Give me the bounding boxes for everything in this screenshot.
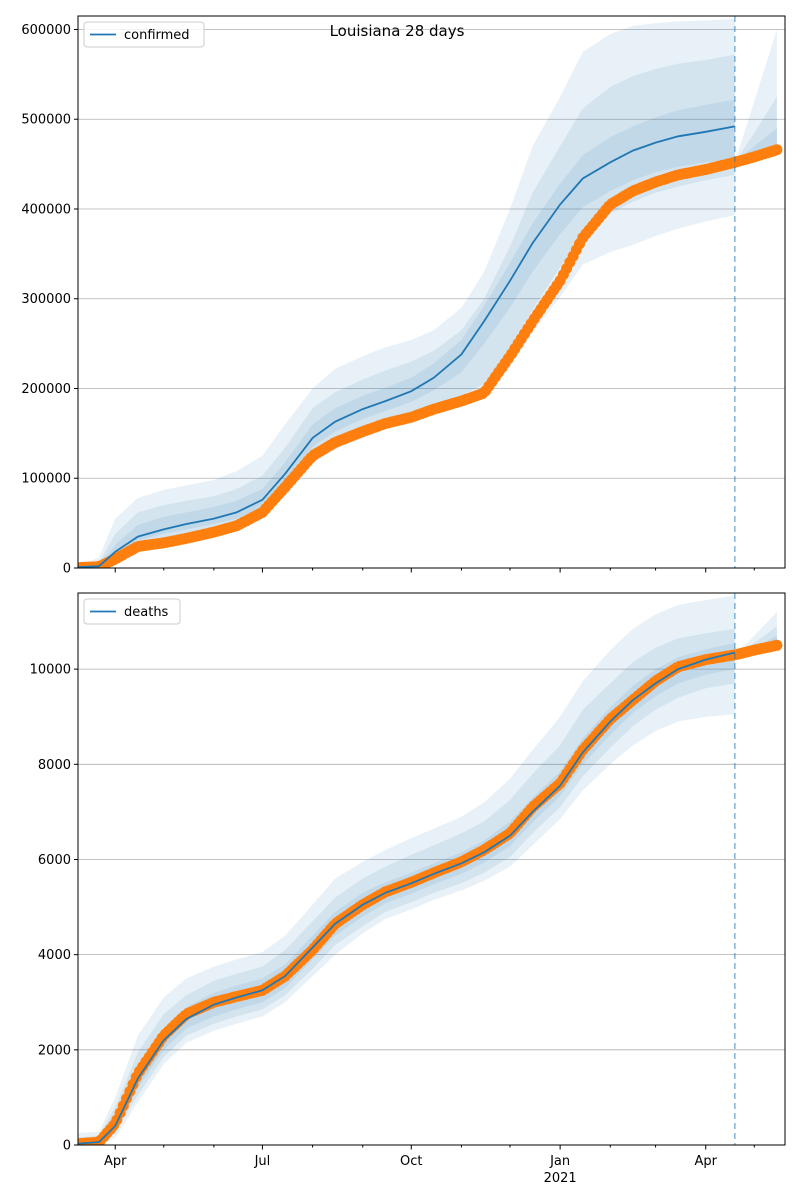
y-tick-label: 200000 (21, 382, 71, 397)
x-tick-label: Jul (254, 1154, 271, 1169)
x-tick-label: Jan (549, 1154, 570, 1169)
x-tick-year-label: 2021 (544, 1171, 577, 1186)
legend-label: deaths (124, 605, 169, 620)
y-tick-label: 100000 (21, 472, 71, 487)
chart-title: Louisiana 28 days (330, 22, 465, 40)
axes-frame (77, 592, 786, 1146)
uncertainty-band-1 (78, 54, 735, 568)
y-tick-label: 6000 (38, 853, 71, 868)
x-tick-label: Oct (400, 1154, 422, 1169)
confirmed-panel: Louisiana 28 days 0 100000 200000 300000 400… (21, 15, 786, 577)
legend-label: confirmed (124, 28, 190, 43)
y-tick-label: 2000 (38, 1043, 71, 1058)
deaths-series-line (78, 651, 736, 1145)
forecast-band-0 (734, 29, 777, 163)
uncertainty-band-0 (78, 18, 735, 568)
x-tick-label: Apr (104, 1154, 127, 1169)
legend-box (83, 21, 205, 48)
y-tick-label: 10000 (30, 663, 71, 678)
deaths-panel: 0 2000 4000 6000 8000 10000 deaths Apr Jul Oct Jan… (30, 592, 786, 1186)
axes-frame (77, 15, 786, 569)
legend: deaths (83, 598, 181, 625)
y-tick-label: 0 (63, 562, 71, 577)
observed-point (771, 144, 783, 156)
legend-box (83, 598, 181, 625)
deaths-plot-area (78, 595, 785, 1145)
y-tick-label: 8000 (38, 758, 71, 773)
y-tick-label: 600000 (21, 23, 71, 38)
confirmed-plot-area (78, 18, 785, 568)
y-tick-label: 300000 (21, 292, 71, 307)
uncertainty-band-0 (78, 595, 735, 1145)
forecast-band-1 (734, 96, 777, 163)
observed-point (771, 639, 783, 651)
uncertainty-band-2 (78, 99, 735, 568)
y-tick-label: 4000 (38, 948, 71, 963)
y-tick-label: 500000 (21, 113, 71, 128)
x-tick-label: Apr (694, 1154, 717, 1169)
y-tick-label: 0 (63, 1139, 71, 1154)
confirmed-series-line (78, 125, 735, 568)
legend: confirmed (83, 21, 205, 48)
y-tick-label: 400000 (21, 202, 71, 217)
